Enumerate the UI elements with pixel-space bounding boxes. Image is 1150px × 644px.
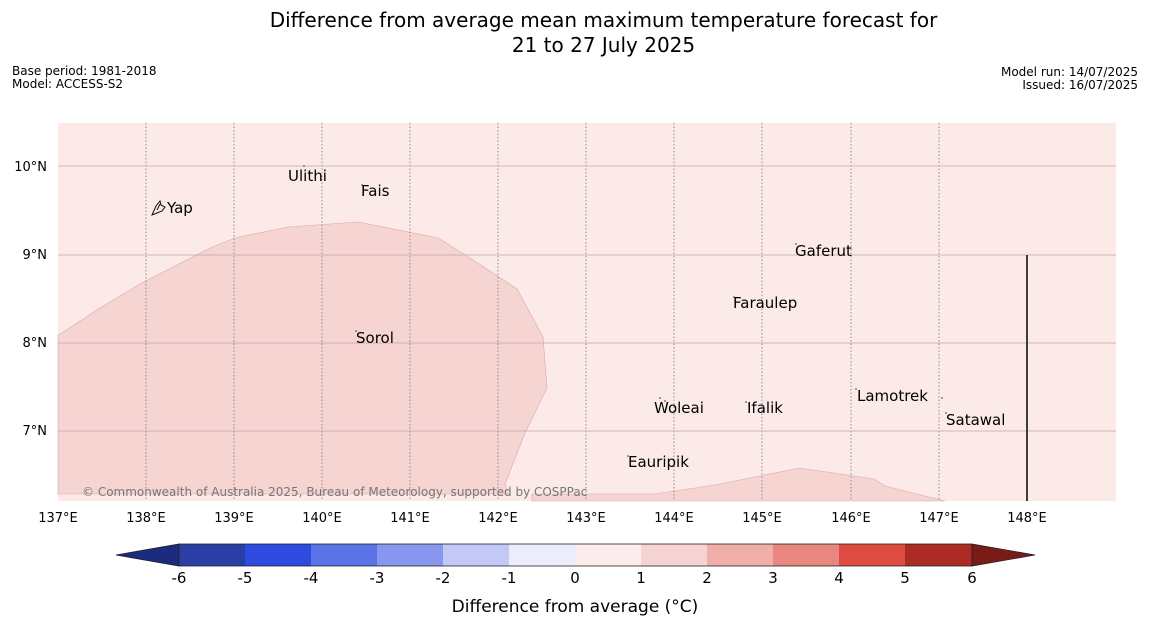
colorbar-label: -6 (172, 569, 187, 587)
lon-tick-142e: 142°E (478, 511, 518, 526)
lat-tick-10n: 10°N (14, 160, 47, 175)
colorbar-high-extend (971, 543, 1036, 567)
colorbar-label: 4 (834, 569, 844, 587)
colorbar-label: 3 (768, 569, 778, 587)
lat-tick-9n: 9°N (23, 248, 48, 263)
meta-right: Model run: 14/07/2025 Issued: 16/07/2025 (1001, 66, 1138, 92)
colorbar-bin (839, 544, 905, 566)
island-markers (303, 165, 947, 457)
colorbar-bin (707, 544, 773, 566)
lon-tick-140e: 140°E (302, 511, 342, 526)
colorbar-label: 1 (636, 569, 646, 587)
place-label-sorol: Sorol (356, 329, 394, 347)
colorbar-labels: -6 -5 -4 -3 -2 -1 0 1 2 3 4 5 6 (172, 569, 977, 587)
colorbar-title: Difference from average (°C) (452, 597, 699, 617)
copyright-credit: © Commonwealth of Australia 2025, Bureau… (82, 485, 587, 499)
lon-tick-139e: 139°E (214, 511, 254, 526)
colorbar-label: 5 (900, 569, 910, 587)
parallel-gridlines (58, 165, 1116, 432)
longitude-tick-labels: 137°E 138°E 139°E 140°E 141°E 142°E 143°… (38, 511, 1047, 526)
lon-tick-145e: 145°E (742, 511, 782, 526)
place-label-faraulep: Faraulep (733, 294, 797, 312)
colorbar-bin (179, 544, 245, 566)
colorbar-label: 6 (967, 569, 977, 587)
place-label-yap: Yap (166, 199, 193, 217)
colorbar-label: 0 (570, 569, 580, 587)
base-period: Base period: 1981-2018 (12, 64, 157, 78)
colorbar-bin (773, 544, 839, 566)
place-label-eauripik: Eauripik (628, 453, 689, 471)
colorbar-label: -2 (436, 569, 451, 587)
lon-tick-137e: 137°E (38, 511, 78, 526)
colorbar-bin (575, 544, 641, 566)
lon-tick-138e: 138°E (126, 511, 166, 526)
place-label-ulithi: Ulithi (288, 167, 327, 185)
colorbar-label: -1 (502, 569, 517, 587)
issued-date: Issued: 16/07/2025 (1022, 78, 1138, 92)
model-name: Model: ACCESS-S2 (12, 77, 124, 91)
colorbar-bin (509, 544, 575, 566)
lon-tick-147e: 147°E (919, 511, 959, 526)
colorbar-label: -5 (238, 569, 253, 587)
anomaly-region-southeast (531, 467, 946, 502)
place-label-lamotrek: Lamotrek (857, 387, 928, 405)
colorbar-bin (641, 544, 707, 566)
place-label-woleai: Woleai (654, 399, 704, 417)
place-label-satawal: Satawal (946, 411, 1005, 429)
model-run: Model run: 14/07/2025 (1000, 65, 1138, 79)
lat-tick-7n: 7°N (23, 424, 48, 439)
lon-tick-144e: 144°E (654, 511, 694, 526)
lat-tick-8n: 8°N (23, 336, 48, 351)
map-title: Difference from average mean maximum tem… (0, 8, 1150, 58)
place-label-ifalik: Ifalik (747, 399, 783, 417)
colorbar-outline (178, 543, 973, 567)
colorbar-bin (905, 544, 972, 566)
colorbar-bin (311, 544, 377, 566)
place-label-fais: Fais (361, 182, 390, 200)
colorbar-label: -3 (370, 569, 385, 587)
meridian-gridlines (145, 123, 940, 501)
colorbar-bin (377, 544, 443, 566)
latitude-tick-labels: 10°N 9°N 8°N 7°N (14, 160, 47, 439)
anomaly-region-west (57, 221, 548, 495)
lon-tick-146e: 146°E (831, 511, 871, 526)
colorbar-label: 2 (702, 569, 712, 587)
lon-tick-141e: 141°E (390, 511, 430, 526)
lon-tick-148e: 148°E (1007, 511, 1047, 526)
yap-island-outline (151, 199, 166, 216)
meta-left: Base period: 1981-2018 Model: ACCESS-S2 (12, 65, 157, 91)
title-line-1: Difference from average mean maximum tem… (269, 8, 938, 32)
colorbar-bin (443, 544, 509, 566)
colorbar-label: -4 (304, 569, 319, 587)
colorbar-low-extend (115, 543, 180, 567)
colorbar-bin (245, 544, 311, 566)
place-label-gaferut: Gaferut (795, 242, 852, 260)
title-line-2: 21 to 27 July 2025 (511, 33, 696, 57)
lon-tick-143e: 143°E (566, 511, 606, 526)
colorbar (115, 543, 1036, 567)
